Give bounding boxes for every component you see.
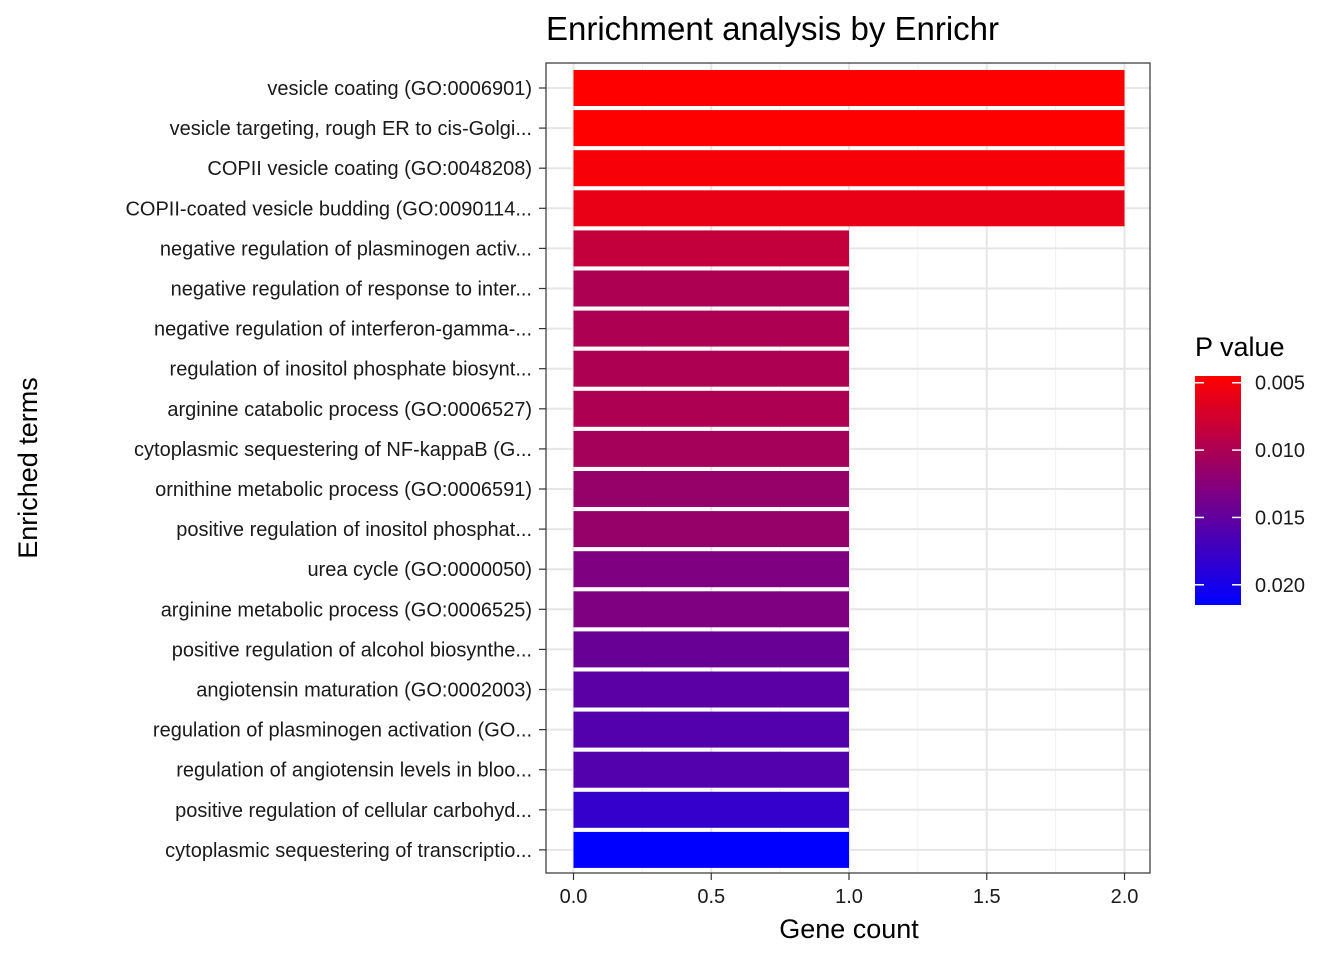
bar	[573, 711, 849, 748]
chart-title: Enrichment analysis by Enrichr	[546, 10, 999, 47]
y-tick-label: regulation of inositol phosphate biosynt…	[170, 359, 532, 381]
y-tick-label: ornithine metabolic process (GO:0006591)	[155, 479, 532, 501]
y-tick-label: positive regulation of cellular carbohyd…	[175, 800, 532, 822]
legend-tick-label: 0.010	[1255, 440, 1305, 462]
bar	[573, 70, 1125, 106]
y-tick-label: cytoplasmic sequestering of NF-kappaB (G…	[134, 439, 532, 461]
bar	[573, 270, 849, 307]
y-tick-label: vesicle targeting, rough ER to cis-Golgi…	[170, 118, 532, 140]
y-tick-label: negative regulation of response to inter…	[171, 279, 532, 301]
bar	[573, 631, 849, 668]
y-tick-label: COPII vesicle coating (GO:0048208)	[207, 158, 532, 180]
bar	[573, 110, 1125, 147]
y-axis: vesicle coating (GO:0006901) vesicle targ…	[125, 78, 546, 862]
x-tick-label: 0.5	[697, 886, 725, 908]
y-tick-label: vesicle coating (GO:0006901)	[267, 78, 532, 100]
legend-tick-label: 0.020	[1255, 575, 1305, 597]
bar	[573, 751, 849, 788]
x-axis-title: Gene count	[779, 914, 919, 944]
bar	[573, 390, 849, 427]
y-tick-label: regulation of plasminogen activation (GO…	[153, 720, 532, 742]
y-tick-label: urea cycle (GO:0000050)	[307, 559, 532, 581]
x-tick-label: 1.5	[973, 886, 1001, 908]
y-tick-label: arginine metabolic process (GO:0006525)	[161, 599, 532, 621]
y-tick-label: COPII-coated vesicle budding (GO:0090114…	[125, 198, 532, 220]
y-tick-label: arginine catabolic process (GO:0006527)	[167, 399, 532, 421]
bar	[573, 791, 849, 828]
plot-panel	[545, 62, 1151, 874]
y-tick-label: positive regulation of inositol phosphat…	[176, 519, 532, 541]
bar	[573, 471, 849, 507]
y-tick-label: angiotensin maturation (GO:0002003)	[196, 680, 532, 702]
bar	[573, 430, 849, 467]
y-axis-title: Enriched terms	[13, 377, 43, 559]
legend-title: P value	[1195, 332, 1285, 362]
legend: P value 0.005 0.010 0.015 0.020	[1195, 332, 1305, 605]
x-tick-label: 1.0	[835, 886, 863, 908]
bar	[573, 350, 849, 387]
x-tick-label: 2.0	[1111, 886, 1139, 908]
legend-colorbar	[1195, 376, 1241, 605]
bar	[573, 591, 849, 628]
x-axis: 0.0 0.5 1.0 1.5 2.0	[560, 873, 1139, 908]
y-tick-label: cytoplasmic sequestering of transcriptio…	[165, 840, 532, 862]
y-tick-label: positive regulation of alcohol biosynthe…	[172, 639, 532, 661]
legend-tick-label: 0.015	[1255, 507, 1305, 529]
legend-ticks: 0.005 0.010 0.015 0.020	[1195, 373, 1305, 597]
bar	[573, 150, 1125, 187]
bar	[573, 511, 849, 548]
bar	[573, 310, 849, 347]
legend-tick-label: 0.005	[1255, 373, 1305, 395]
bar	[573, 551, 849, 588]
x-tick-label: 0.0	[560, 886, 588, 908]
bar	[573, 190, 1125, 227]
bar	[573, 831, 849, 868]
bar	[573, 230, 849, 267]
y-tick-label: regulation of angiotensin levels in bloo…	[176, 760, 532, 782]
bars	[573, 70, 1125, 868]
panel-border	[545, 62, 1151, 874]
bar	[573, 671, 849, 708]
y-tick-label: negative regulation of plasminogen activ…	[160, 238, 532, 260]
y-tick-label: negative regulation of interferon-gamma-…	[154, 319, 532, 341]
